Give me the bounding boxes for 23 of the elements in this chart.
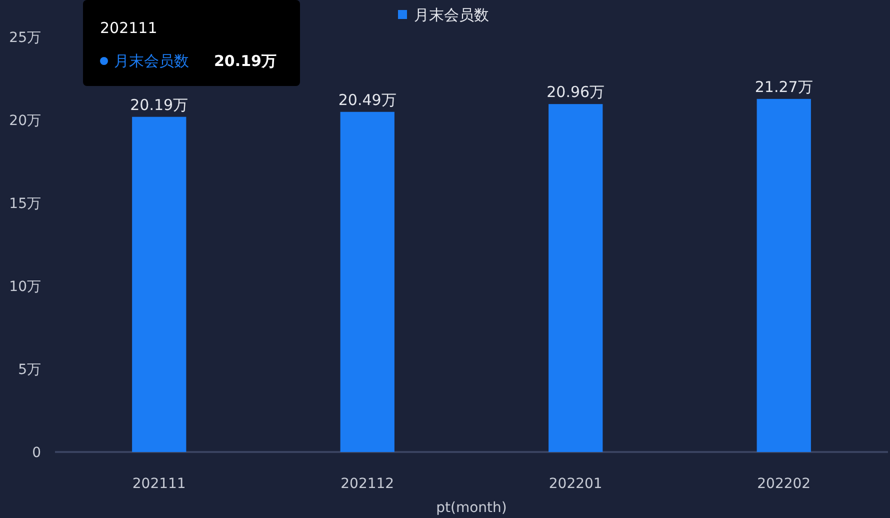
tooltip: 202111 月末会员数 20.19万 [83, 0, 300, 86]
y-tick-label: 15万 [9, 196, 41, 212]
x-tick-label: 202202 [757, 476, 811, 492]
y-tick-label: 5万 [18, 362, 41, 378]
x-tick-label: 202201 [548, 476, 602, 492]
x-axis-title: pt(month) [436, 500, 507, 516]
bar [132, 116, 186, 452]
data-label: 20.19万 [130, 96, 188, 114]
y-tick-label: 10万 [9, 279, 41, 295]
annotation: 月末会员数 [114, 52, 189, 70]
x-tick-label: 202112 [340, 476, 394, 492]
y-tick-label: 20万 [9, 113, 41, 129]
y-tick-label: 25万 [9, 30, 41, 46]
bar [548, 104, 603, 452]
data-label: 20.96万 [546, 83, 605, 102]
bar [756, 98, 811, 452]
data-label: 20.49万 [338, 90, 396, 109]
x-tick-label: 202111 [132, 476, 186, 492]
annotation: 20.19万 [214, 52, 276, 70]
legend-label: 月末会员数 [414, 6, 489, 24]
data-label: 21.27万 [754, 78, 813, 96]
y-tick-label: 0 [32, 445, 41, 461]
bar [340, 112, 394, 452]
